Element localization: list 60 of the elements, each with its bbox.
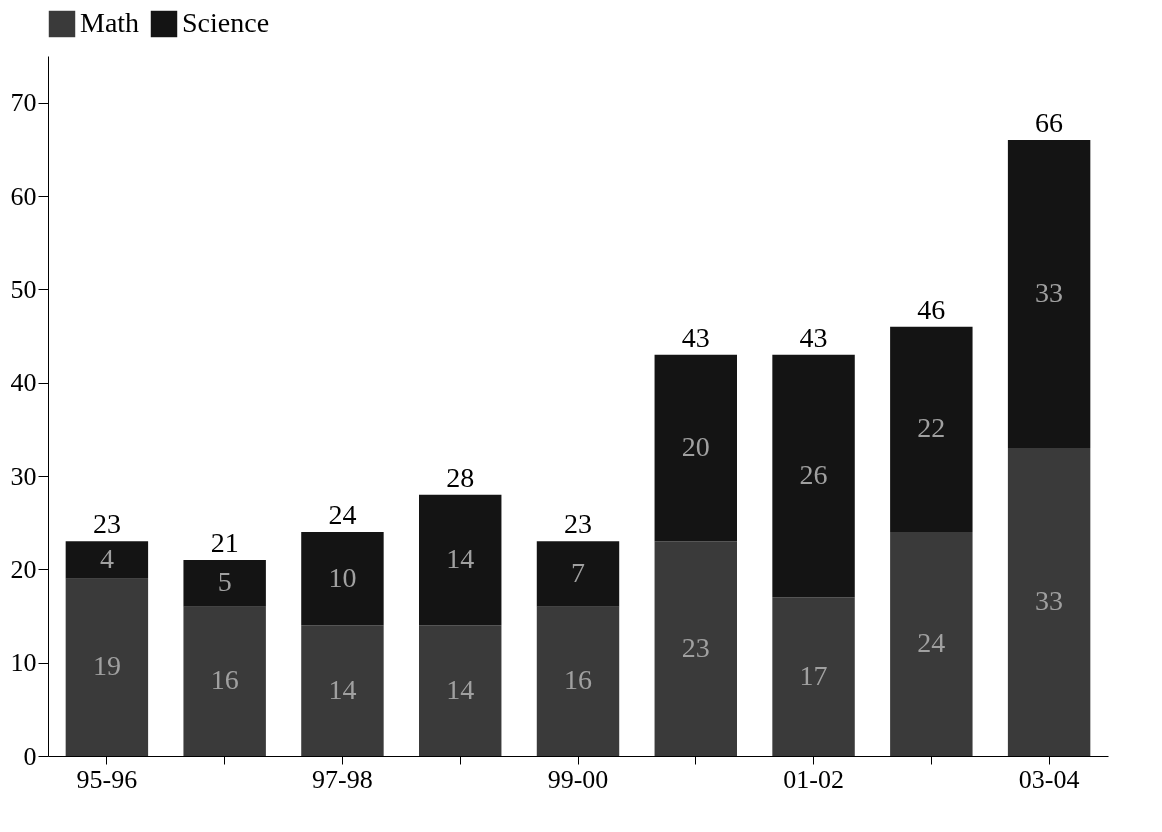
bar xyxy=(183,606,266,756)
x-tick-label: 97-98 xyxy=(312,764,373,794)
bar xyxy=(419,625,502,756)
data-label: 33 xyxy=(1035,585,1064,616)
data-label: 14 xyxy=(446,673,475,705)
data-label: 20 xyxy=(681,431,710,462)
total-label: 23 xyxy=(92,508,121,540)
bar xyxy=(65,541,149,579)
bar xyxy=(772,597,855,756)
data-label: 4 xyxy=(99,543,114,574)
bar xyxy=(536,606,620,756)
bar xyxy=(65,578,149,756)
bar xyxy=(890,532,973,756)
y-tick-label: 30 xyxy=(10,461,37,491)
data-label: 22 xyxy=(917,412,946,444)
data-label: 26 xyxy=(799,459,828,490)
total-label: 43 xyxy=(799,321,828,353)
data-label: 33 xyxy=(1035,277,1064,308)
bar xyxy=(1007,140,1091,448)
x-tick-label: 03-04 xyxy=(1018,764,1080,794)
data-label: 17 xyxy=(799,659,828,691)
total-label: 23 xyxy=(564,508,592,540)
data-label: 10 xyxy=(328,561,357,593)
y-tick-label: 40 xyxy=(10,368,37,398)
total-label: 21 xyxy=(210,527,239,558)
legend-label: Science xyxy=(182,7,270,38)
bar xyxy=(1007,448,1091,756)
data-label: 23 xyxy=(681,631,710,663)
bar xyxy=(772,354,855,598)
data-label: 7 xyxy=(571,557,585,588)
y-tick-label: 70 xyxy=(10,88,37,118)
bar xyxy=(890,326,973,532)
total-label: 66 xyxy=(1035,107,1064,138)
total-label: 46 xyxy=(917,293,946,325)
y-tick-label: 60 xyxy=(10,181,37,211)
bar xyxy=(536,541,620,607)
bar xyxy=(301,625,384,756)
x-tick-label: 01-02 xyxy=(783,764,844,794)
data-label: 16 xyxy=(210,664,239,696)
y-tick-label: 10 xyxy=(10,648,37,678)
bar xyxy=(654,541,737,756)
data-label: 14 xyxy=(446,543,475,574)
total-label: 43 xyxy=(681,321,710,353)
bar xyxy=(301,532,384,626)
data-label: 5 xyxy=(217,566,232,598)
legend-label: Math xyxy=(80,7,140,38)
data-label: 16 xyxy=(564,664,592,696)
x-tick-label: 99-00 xyxy=(547,764,609,794)
data-label: 19 xyxy=(92,650,121,682)
y-tick-label: 50 xyxy=(10,274,37,304)
x-tick-label: 95-96 xyxy=(76,764,138,794)
y-tick-label: 20 xyxy=(10,554,37,584)
y-tick-label: 0 xyxy=(23,741,37,771)
total-label: 24 xyxy=(328,499,357,530)
data-label: 24 xyxy=(917,627,946,658)
data-label: 14 xyxy=(328,673,357,705)
bar xyxy=(183,560,266,607)
total-label: 28 xyxy=(446,461,475,493)
bar xyxy=(654,354,737,542)
bar xyxy=(419,494,502,626)
